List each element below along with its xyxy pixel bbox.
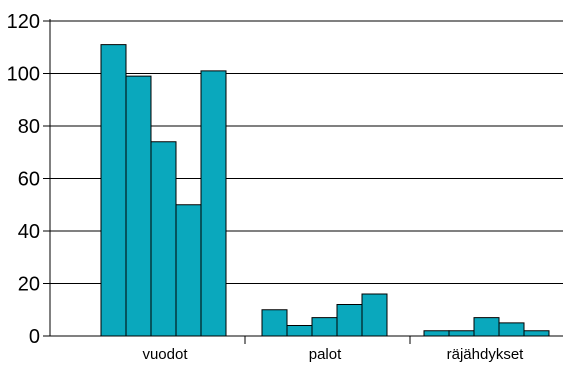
y-tick-label: 80 (18, 116, 40, 138)
bar (100, 44, 127, 337)
x-category-label: vuodot (142, 346, 188, 363)
bar (473, 317, 500, 337)
bars (100, 44, 550, 337)
bar (261, 309, 288, 337)
bar (336, 304, 363, 337)
bar (200, 70, 227, 337)
y-tick-label: 60 (18, 169, 40, 191)
x-category-label: palot (309, 346, 342, 363)
y-tick-label: 120 (7, 11, 40, 33)
bar (150, 141, 177, 337)
bar (498, 322, 525, 337)
y-tick-label: 20 (18, 274, 40, 296)
bar (448, 330, 475, 337)
y-tick-labels: 0 20 40 60 80 100 120 (7, 11, 40, 348)
y-tick-label: 100 (7, 64, 40, 86)
y-tick-label: 40 (18, 221, 40, 243)
bar (125, 75, 152, 337)
x-category-label: räjähdykset (447, 346, 525, 363)
bar (361, 293, 388, 337)
bar (175, 204, 202, 337)
axes (43, 19, 563, 344)
bar (311, 317, 338, 337)
category-labels: vuodot palot räjähdykset (142, 346, 524, 363)
bar (286, 325, 313, 337)
y-tick-label: 0 (29, 326, 40, 348)
bar (423, 330, 450, 337)
bar (523, 330, 550, 337)
